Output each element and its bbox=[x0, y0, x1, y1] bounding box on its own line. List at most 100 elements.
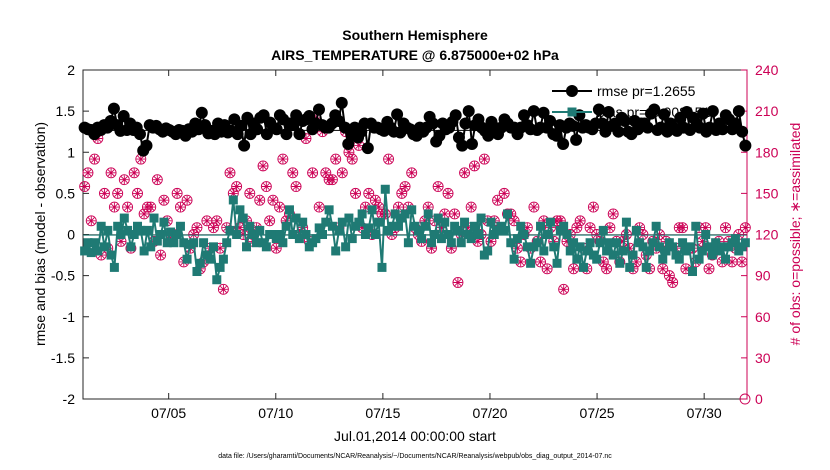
rmse-point bbox=[527, 105, 540, 118]
bias-point bbox=[251, 238, 261, 248]
obs-assimilated-point bbox=[512, 243, 522, 253]
obs-possible-point bbox=[89, 153, 101, 165]
plot-area: -2 -1.5 -1 -0.5 0 0.5 1 1.5 2 0 30 60 90 120 150 180 210… bbox=[51, 62, 779, 421]
bias-point bbox=[417, 234, 427, 244]
obs-assimilated-point bbox=[697, 236, 707, 246]
bias-point bbox=[109, 262, 119, 272]
obs-assimilated-point bbox=[288, 168, 298, 178]
bias-point bbox=[119, 213, 129, 223]
bias-point bbox=[661, 246, 671, 256]
obs-assimilated-point bbox=[301, 134, 311, 143]
obs-possible-point bbox=[720, 222, 731, 234]
bias-point bbox=[575, 242, 585, 252]
bias-point bbox=[294, 234, 304, 244]
obs-assimilated-point bbox=[364, 188, 374, 198]
obs-assimilated-point bbox=[189, 230, 199, 239]
y-axis-label: rmse and bias (model - observation) bbox=[32, 122, 48, 346]
obs-assimilated-point bbox=[123, 202, 133, 212]
bias-point bbox=[156, 230, 166, 239]
bias-point bbox=[628, 250, 638, 260]
bias-point bbox=[367, 205, 377, 215]
rmse-point bbox=[544, 114, 557, 127]
bias-point bbox=[697, 246, 707, 256]
obs-possible-point bbox=[449, 208, 461, 220]
obs-possible-point bbox=[290, 181, 302, 192]
bias-point bbox=[242, 242, 252, 252]
bias-point bbox=[146, 242, 156, 252]
obs-possible-point bbox=[432, 181, 444, 192]
chart-subtitle: AIRS_TEMPERATURE @ 6.875000e+02 hPa bbox=[271, 47, 559, 63]
obs-assimilated-point bbox=[473, 236, 483, 246]
obs-assimilated-point bbox=[585, 223, 595, 233]
bias-point bbox=[238, 213, 248, 223]
obs-possible-point bbox=[736, 256, 748, 268]
rmse-point bbox=[566, 119, 579, 132]
rmse-point bbox=[550, 129, 563, 142]
y-axis-right-label: # of obs: o=possible; ∗=assimilated bbox=[787, 123, 803, 346]
obs-possible-point bbox=[587, 201, 599, 213]
obs-assimilated-point bbox=[463, 223, 473, 233]
rmse-point bbox=[238, 139, 251, 152]
bias-point bbox=[301, 230, 311, 239]
bias-point bbox=[288, 230, 298, 239]
rmse-point bbox=[716, 123, 729, 136]
legend-rmse-label: rmse pr=1.2655 bbox=[597, 83, 696, 99]
obs-assimilated-point bbox=[466, 202, 476, 212]
bias-point bbox=[387, 221, 397, 231]
rmse-point bbox=[270, 123, 283, 136]
obs-possible-point bbox=[478, 153, 490, 165]
obs-possible-point bbox=[208, 222, 219, 234]
obs-possible-point bbox=[574, 215, 586, 227]
bias-point bbox=[440, 217, 450, 227]
bias-point bbox=[275, 230, 285, 239]
rmse-point bbox=[732, 105, 745, 118]
bias-point bbox=[179, 238, 189, 248]
rmse-point bbox=[697, 107, 710, 120]
obs-possible-point bbox=[607, 208, 619, 220]
obs-assimilated-point bbox=[344, 147, 354, 157]
bias-point bbox=[80, 246, 90, 256]
obs-assimilated-point bbox=[212, 216, 222, 226]
data-file-note: data file: /Users/gharamti/Documents/NCA… bbox=[218, 453, 612, 460]
bias-point bbox=[549, 242, 559, 252]
bias-point bbox=[443, 230, 453, 239]
obs-possible-point bbox=[739, 222, 751, 234]
obs-possible-point bbox=[151, 174, 163, 186]
bias-point bbox=[261, 242, 271, 252]
obs-possible-point bbox=[122, 201, 134, 213]
obs-assimilated-point bbox=[638, 230, 648, 239]
obs-assimilated-point bbox=[209, 223, 218, 233]
bias-point bbox=[559, 221, 569, 231]
obs-assimilated-point bbox=[113, 188, 123, 198]
obs-assimilated-point bbox=[275, 202, 285, 212]
obs-assimilated-point bbox=[136, 154, 146, 164]
bias-point bbox=[674, 254, 684, 264]
bias-point bbox=[413, 225, 423, 235]
obs-assimilated-point bbox=[433, 182, 443, 191]
bias-point bbox=[668, 242, 678, 252]
obs-assimilated-point bbox=[740, 223, 750, 233]
bias-point bbox=[159, 217, 169, 227]
obs-possible-point bbox=[132, 187, 143, 199]
rmse-point bbox=[482, 129, 495, 142]
obs-assimilated-point bbox=[479, 154, 489, 164]
obs-possible-point bbox=[541, 263, 553, 275]
chart-title: Southern Hemisphere bbox=[342, 27, 488, 43]
obs-assimilated-point bbox=[152, 175, 162, 185]
bias-point bbox=[291, 213, 301, 223]
y-right-tick-label: 60 bbox=[755, 309, 771, 325]
obs-possible-point bbox=[128, 167, 140, 179]
obs-possible-point bbox=[313, 201, 325, 213]
bias-point bbox=[615, 258, 625, 268]
bias-point bbox=[99, 242, 109, 252]
bias-point bbox=[354, 217, 364, 227]
bias-point bbox=[631, 225, 641, 235]
legend-bias-label: bias pr=-0.0081519 bbox=[597, 104, 718, 120]
bias-point bbox=[605, 238, 615, 248]
rmse-point bbox=[391, 108, 404, 121]
obs-assimilated-point bbox=[470, 161, 479, 171]
obs-assimilated-point bbox=[255, 195, 265, 205]
obs-assimilated-point bbox=[258, 161, 268, 171]
bias-point bbox=[106, 250, 116, 260]
obs-assimilated-point bbox=[176, 202, 185, 212]
